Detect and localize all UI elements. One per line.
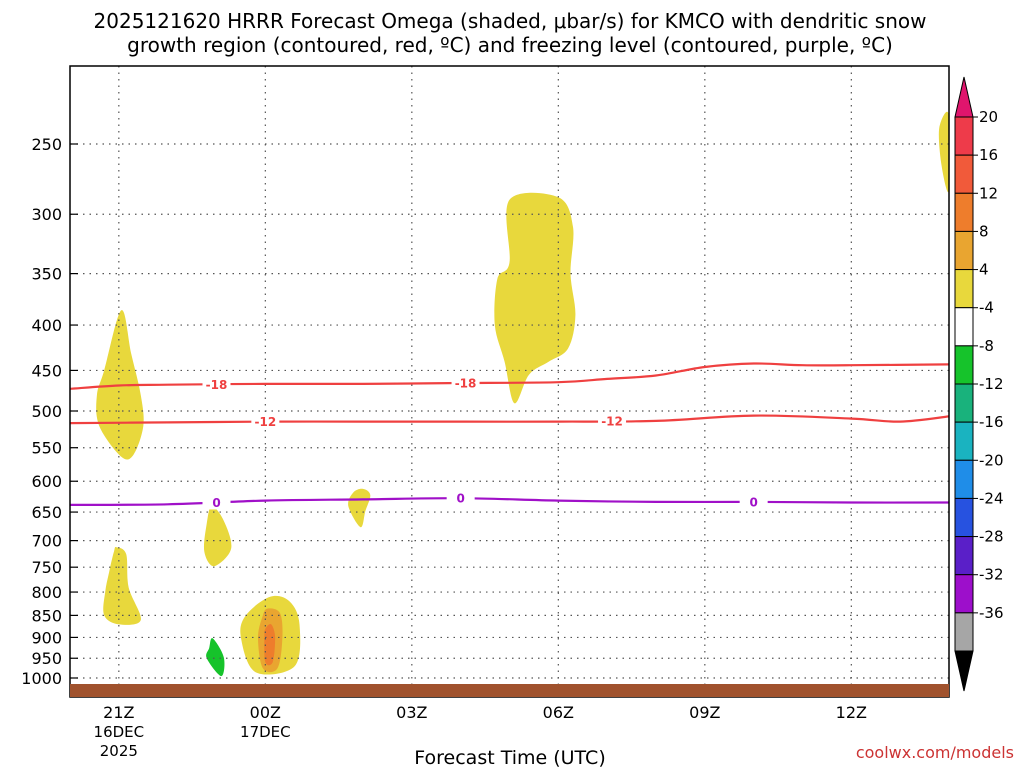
colorbar-tick-label: -12 <box>979 375 1004 393</box>
colorbar-swatch <box>954 345 974 385</box>
chart-title-line-1: 2025121620 HRRR Forecast Omega (shaded, … <box>94 9 927 33</box>
colorbar-tick-label: -20 <box>979 451 1004 469</box>
colorbar-tick-label: 12 <box>979 184 998 202</box>
omega-region-yellow-4-8 <box>494 192 576 404</box>
colorbar-swatch <box>954 612 974 652</box>
x-tick-label: 21Z <box>103 703 134 722</box>
contour-label-bg <box>202 495 231 510</box>
colorbar-swatch <box>954 459 974 499</box>
omega-region-yellow-4-8 <box>938 111 949 193</box>
y-tick-label: 850 <box>31 606 62 625</box>
x-tick-date: 16DEC <box>94 723 145 741</box>
y-tick-label: 450 <box>31 361 62 380</box>
colorbar-swatch <box>954 383 974 423</box>
omega-region-yellow-4-8 <box>203 506 232 567</box>
y-tick-label: 250 <box>31 135 62 154</box>
colorbar-tick-label: -36 <box>979 604 1004 622</box>
x-tick-label: 12Z <box>836 703 867 722</box>
contour-line <box>70 362 949 390</box>
y-tick-label: 1000 <box>21 669 62 688</box>
contour-label: 0 <box>212 496 220 510</box>
contour-label: 0 <box>456 492 464 506</box>
omega-region-orange-12-16 <box>264 624 276 666</box>
contour-line <box>70 414 949 425</box>
colorbar-swatch <box>954 154 974 194</box>
y-tick-label: 400 <box>31 316 62 335</box>
colorbar-tick-label: -4 <box>979 299 994 317</box>
y-tick-label: 750 <box>31 558 62 577</box>
y-tick-label: 900 <box>31 628 62 647</box>
contour-lines: -18 -18 -12 -12 0 0 0 <box>70 362 949 510</box>
colorbar-tick-label: 4 <box>979 261 989 279</box>
colorbar-swatch <box>954 536 974 576</box>
axes: 250 300 350 400 450 500 550 600 650 700 750 800 850 9… <box>21 65 950 760</box>
x-tick-label: 09Z <box>689 703 720 722</box>
colorbar-tick-label: 20 <box>979 108 998 126</box>
contour-label-bg <box>251 414 280 429</box>
colorbar-tick-label: 16 <box>979 146 998 164</box>
colorbar-tick-label: -24 <box>979 489 1004 507</box>
y-tick-label: 500 <box>31 402 62 421</box>
y-tick-label: 700 <box>31 532 62 551</box>
colorbar-top-arrow <box>954 76 974 118</box>
y-tick-label: 650 <box>31 503 62 522</box>
colorbar-swatch <box>954 116 974 156</box>
y-tick-label: 300 <box>31 205 62 224</box>
contour-label-bg <box>598 414 627 429</box>
contour-label: 0 <box>749 495 757 509</box>
colorbar: 20 16 12 8 4 -4 -8 -12 -16 -20 -24 -28 -32 -36 <box>954 76 1004 692</box>
colorbar-tick-label: -28 <box>979 528 1004 546</box>
omega-shading <box>96 111 949 677</box>
colorbar-bottom-arrow <box>954 650 974 692</box>
contour-label: -12 <box>601 415 623 429</box>
y-tick-label: 800 <box>31 583 62 602</box>
contour-label-bg <box>446 491 475 506</box>
y-tick-label: 350 <box>31 265 62 284</box>
contour-label-bg <box>202 377 231 392</box>
chart-title-line-2: growth region (contoured, red, ºC) and f… <box>127 33 893 57</box>
omega-region-yellow-4-8 <box>348 488 371 528</box>
colorbar-swatch <box>954 421 974 461</box>
contour-label-bg <box>451 376 480 391</box>
x-axis-label: Forecast Time (UTC) <box>414 747 605 768</box>
credit-link[interactable]: coolwx.com/models <box>856 743 1014 762</box>
y-tick-label: 550 <box>31 439 62 458</box>
x-tick-date: 17DEC <box>240 723 291 741</box>
contour-label: -18 <box>206 378 228 392</box>
colorbar-swatch <box>954 269 974 309</box>
x-tick-label: 06Z <box>543 703 574 722</box>
colorbar-swatch <box>954 497 974 538</box>
contour-label: -12 <box>254 415 276 429</box>
x-tick-year: 2025 <box>100 742 138 760</box>
colorbar-tick-label: -32 <box>979 566 1004 584</box>
colorbar-swatch <box>954 307 974 347</box>
colorbar-swatch <box>954 574 974 614</box>
omega-region-yellow-4-8 <box>103 547 141 625</box>
contour-label: -18 <box>455 377 477 391</box>
y-tick-label: 950 <box>31 649 62 668</box>
omega-region-green-neg4-neg8 <box>206 638 225 677</box>
colorbar-tick-label: -16 <box>979 413 1004 431</box>
grid-lines <box>70 66 949 684</box>
x-tick-label: 00Z <box>250 703 281 722</box>
x-tick-label: 03Z <box>396 703 427 722</box>
y-tick-label: 600 <box>31 472 62 491</box>
contour-label-bg <box>739 494 768 509</box>
colorbar-tick-label: 8 <box>979 222 989 240</box>
colorbar-swatch <box>954 230 974 271</box>
colorbar-swatch <box>954 192 974 232</box>
colorbar-tick-label: -8 <box>979 337 994 355</box>
contour-line <box>70 497 949 506</box>
ground-strip <box>70 684 949 697</box>
